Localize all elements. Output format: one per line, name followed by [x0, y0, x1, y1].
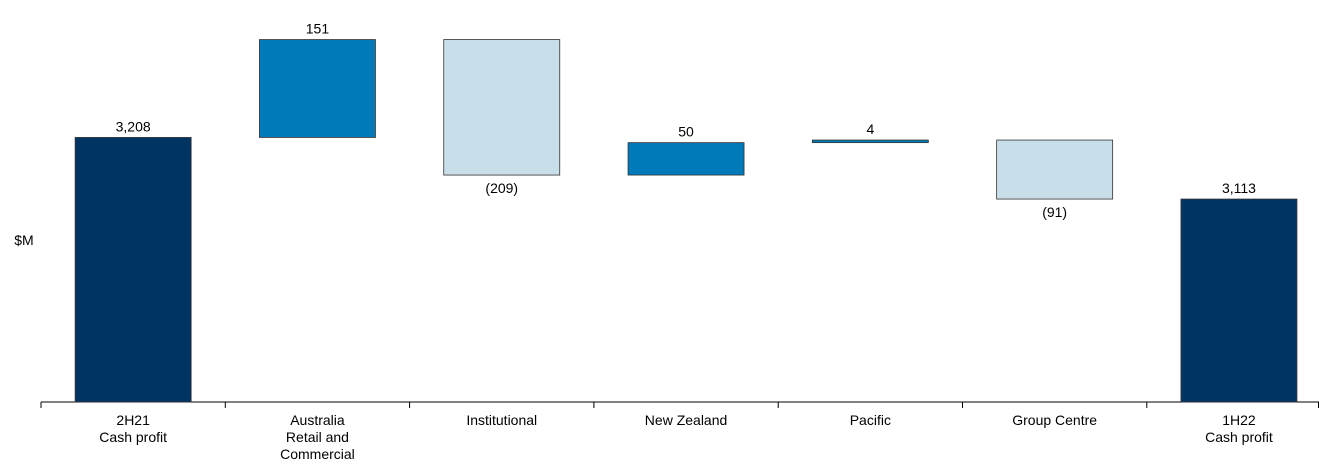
data-label: 3,208 [116, 118, 151, 134]
data-label: 4 [866, 121, 874, 137]
data-label: 151 [306, 21, 330, 37]
x-tick-label: 2H21 Cash profit [99, 412, 167, 445]
bar [1180, 198, 1298, 403]
data-label: (91) [1042, 204, 1067, 220]
x-tick-label: Pacific [850, 412, 891, 428]
bar [811, 139, 929, 144]
x-tick-label: Institutional [466, 412, 537, 428]
bar [443, 39, 561, 176]
data-label: (209) [485, 180, 518, 196]
x-tick-label: Australia Retail and Commercial [280, 412, 355, 462]
y-axis-label: $M [14, 232, 33, 248]
x-tick-label: New Zealand [645, 412, 728, 428]
bar [74, 137, 192, 403]
x-tick-label: Group Centre [1012, 412, 1097, 428]
bar [627, 142, 745, 176]
bar [259, 39, 376, 138]
data-label: 50 [678, 124, 694, 140]
data-label: 3,113 [1222, 180, 1256, 196]
x-tick-label: 1H22 Cash profit [1205, 412, 1273, 445]
bar [996, 139, 1114, 200]
